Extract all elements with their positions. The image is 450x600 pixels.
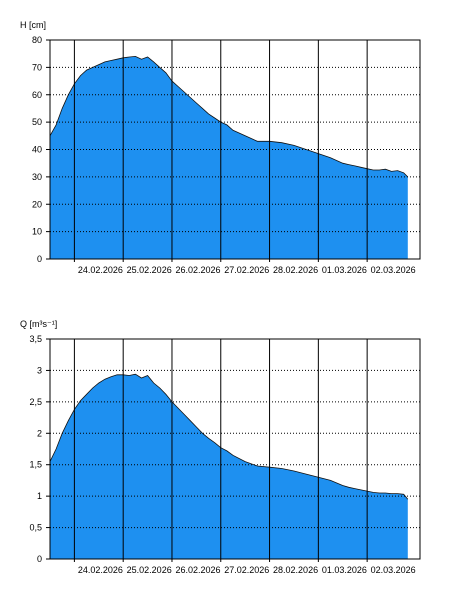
x-tick-label: 01.03.2026 [322,565,367,575]
water-level-chart: 24.02.2026 25.02.2026 26.02.2026 27.02.2026… [20,20,421,275]
x-tick-label: 24.02.2026 [78,265,123,275]
y-axis-label: H [cm] [20,20,46,30]
y-tick-label: 60 [32,90,42,100]
x-tick-label: 28.02.2026 [273,565,318,575]
x-tick-label: 26.02.2026 [175,565,220,575]
x-tick-label: 28.02.2026 [273,265,318,275]
y-tick-label: 2 [37,428,42,438]
y-tick-label: 30 [32,172,42,182]
y-axis-label: Q [m³s⁻¹] [20,319,57,329]
series-line [49,373,409,500]
area-fill [50,374,408,559]
x-tick-label: 01.03.2026 [322,265,367,275]
y-tick-label: 50 [32,117,42,127]
y-tick-label: 3 [37,365,42,375]
plot-frame [49,338,421,560]
plot-frame [49,39,421,260]
y-tick-label: 20 [32,199,42,209]
y-tick-label: 2,5 [29,397,42,407]
y-tick-label: 40 [32,145,42,155]
y-tick-label: 1,5 [29,460,42,470]
y-tick-label: 1 [37,491,42,501]
series-line [49,55,409,178]
x-tick-label: 25.02.2026 [127,265,172,275]
x-tick-label: 02.03.2026 [371,565,416,575]
y-tick-label: 0 [37,254,42,264]
x-tick-label: 26.02.2026 [175,265,220,275]
y-tick-label: 3,5 [29,334,42,344]
x-tick-label: 24.02.2026 [78,565,123,575]
x-tick-label: 02.03.2026 [371,265,416,275]
x-tick-label: 27.02.2026 [224,565,269,575]
y-tick-label: 0,5 [29,523,42,533]
discharge-chart: 24.02.2026 25.02.2026 26.02.2026 27.02.2026… [20,319,421,575]
y-tick-label: 10 [32,227,42,237]
y-tick-label: 70 [32,62,42,72]
area-fill [50,56,408,260]
y-tick-label: 0 [37,554,42,564]
y-tick-label: 80 [32,35,42,45]
x-tick-label: 27.02.2026 [224,265,269,275]
x-tick-label: 25.02.2026 [127,565,172,575]
